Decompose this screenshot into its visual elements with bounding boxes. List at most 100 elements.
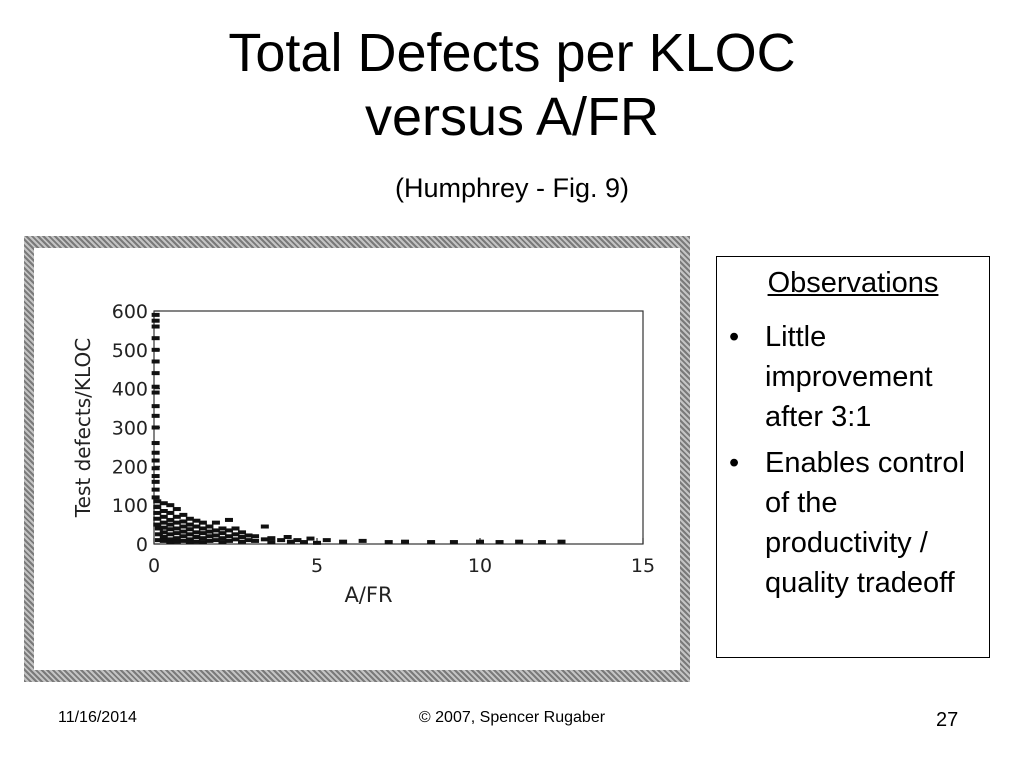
data-point	[238, 535, 247, 540]
x-axis-label: A/FR	[344, 583, 392, 607]
data-point	[179, 529, 188, 534]
data-point	[205, 524, 214, 529]
data-point	[159, 530, 168, 535]
data-point	[151, 479, 160, 484]
data-point	[192, 530, 201, 535]
y-tick-label: 300	[112, 418, 148, 440]
data-point	[205, 534, 214, 539]
data-point	[154, 526, 163, 531]
data-point	[172, 531, 181, 536]
data-point	[224, 528, 233, 533]
data-point	[154, 538, 163, 543]
slide-title-line-2: versus A/FR	[364, 87, 660, 147]
data-point	[260, 524, 269, 529]
y-axis-label: Test defects/KLOC	[71, 338, 95, 518]
data-point	[172, 536, 181, 541]
data-point	[154, 532, 163, 537]
data-point	[185, 522, 194, 527]
data-point	[267, 536, 276, 541]
footer-date: 11/16/2014	[58, 709, 137, 726]
data-point	[151, 487, 160, 492]
data-point	[172, 514, 181, 519]
figure-frame: 0 100 200 300 400 500 600 0 5 10 15 Test defects/…	[24, 236, 690, 682]
data-point	[238, 539, 247, 544]
data-point	[159, 520, 168, 525]
data-point	[151, 347, 160, 352]
data-point	[151, 371, 160, 376]
data-point	[313, 540, 321, 545]
data-point	[251, 538, 260, 543]
data-point	[151, 324, 160, 329]
data-point	[159, 525, 168, 530]
observation-item: • Little improvement after 3:1	[717, 317, 975, 437]
data-point	[159, 535, 168, 540]
x-tick-label: 15	[631, 555, 655, 577]
observations-box: Observations • Little improvement after …	[716, 256, 990, 658]
data-point	[151, 441, 160, 446]
data-point	[224, 538, 233, 543]
data-point	[476, 539, 484, 544]
data-point	[358, 538, 367, 543]
data-point	[449, 540, 458, 545]
data-point	[151, 404, 160, 409]
data-point	[159, 514, 168, 519]
data-point	[172, 539, 181, 544]
data-point	[153, 510, 162, 515]
data-point	[211, 528, 220, 533]
data-point	[205, 538, 214, 543]
data-point	[211, 533, 220, 538]
observation-item: • Enables control of the productivity / …	[717, 443, 975, 603]
observations-list: • Little improvement after 3:1 • Enables…	[717, 317, 975, 609]
x-tick-label: 5	[311, 555, 323, 577]
data-point	[151, 474, 160, 479]
data-point	[192, 518, 201, 523]
x-tick-label: 10	[468, 555, 492, 577]
x-tick-label: 0	[148, 555, 160, 577]
y-tick-label: 600	[112, 301, 148, 323]
bullet-marker: •	[729, 447, 740, 479]
data-point	[251, 534, 260, 539]
x-axis-ticks: 0 5 10 15	[148, 538, 655, 577]
data-point	[185, 540, 194, 545]
bullet-marker: •	[729, 321, 740, 353]
data-point	[192, 524, 201, 529]
data-point	[151, 318, 160, 323]
data-point	[231, 537, 240, 542]
data-point	[198, 540, 207, 545]
data-point	[166, 532, 175, 537]
data-point	[198, 536, 207, 541]
data-point	[557, 539, 566, 544]
data-point	[179, 524, 188, 529]
observation-text: Little improvement after 3:1	[765, 321, 933, 433]
data-point	[179, 519, 188, 524]
data-point	[218, 540, 227, 545]
data-point	[244, 538, 253, 543]
data-point	[166, 517, 175, 522]
data-point	[166, 527, 175, 532]
data-point	[198, 526, 207, 531]
page-number: 27	[936, 709, 959, 731]
data-point	[185, 527, 194, 532]
data-point	[166, 537, 175, 542]
data-point	[224, 517, 233, 522]
observations-heading: Observations	[767, 267, 939, 299]
data-point	[151, 466, 160, 471]
data-point	[166, 522, 175, 527]
slide-title-line-1: Total Defects per KLOC	[228, 23, 796, 83]
data-point	[166, 540, 175, 545]
data-point	[192, 539, 201, 544]
data-point	[151, 495, 160, 500]
data-point	[151, 384, 160, 389]
data-point	[151, 390, 160, 395]
data-point	[151, 312, 160, 317]
data-point	[277, 538, 286, 543]
data-point	[153, 516, 162, 521]
data-point	[515, 539, 524, 544]
data-point	[185, 516, 194, 521]
data-point	[198, 531, 207, 536]
data-point	[322, 538, 331, 543]
plot-area	[153, 310, 644, 545]
data-point	[306, 536, 315, 541]
data-point	[267, 540, 276, 545]
data-point	[211, 520, 220, 525]
